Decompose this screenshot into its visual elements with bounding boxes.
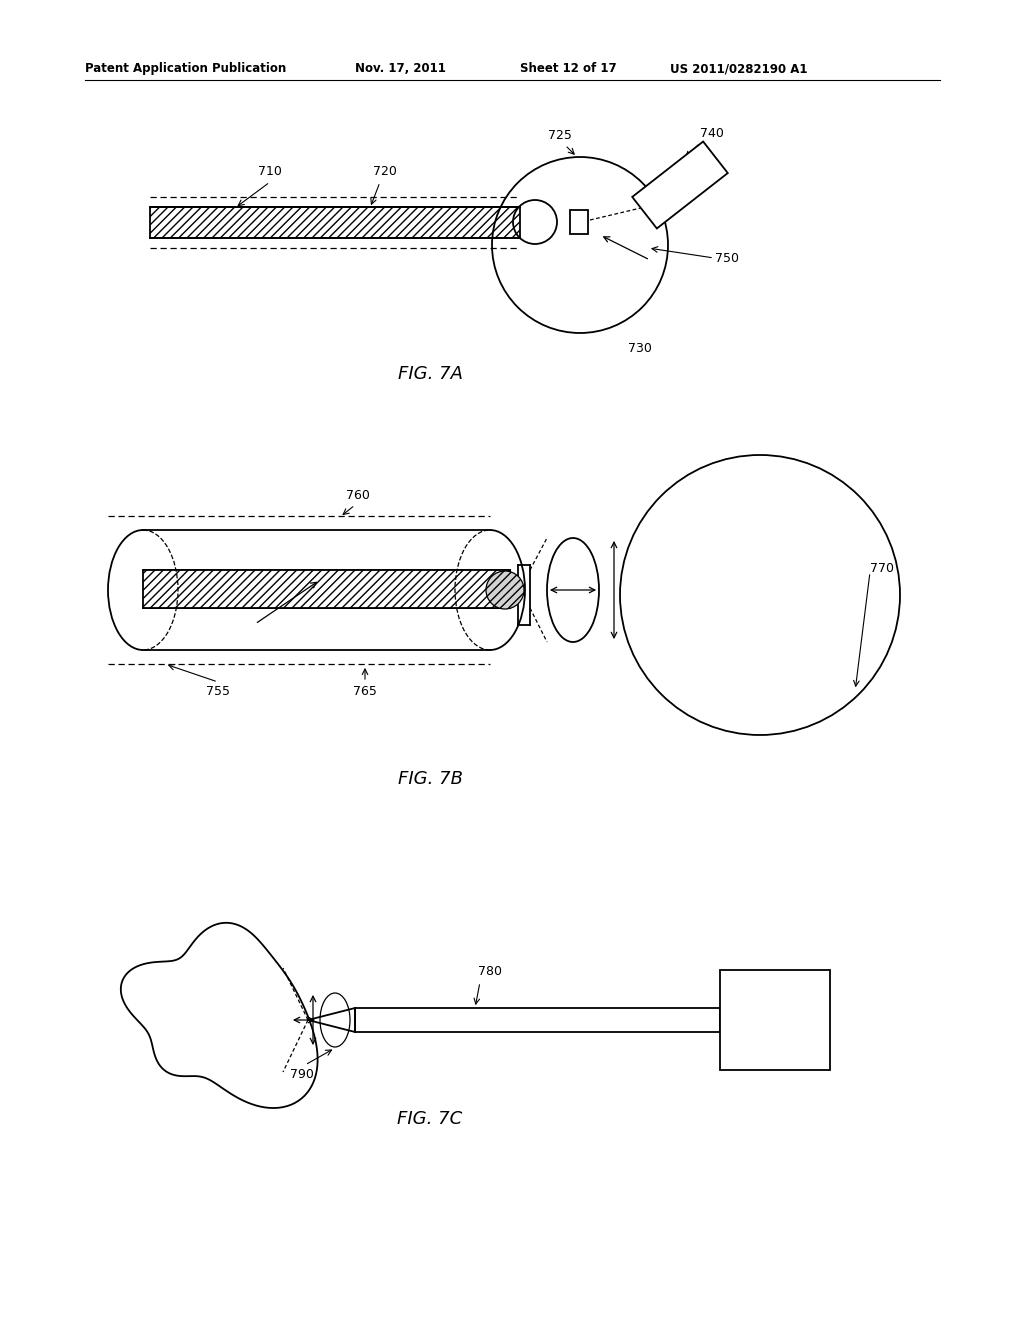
Text: 710: 710 bbox=[258, 165, 282, 178]
Text: 770: 770 bbox=[870, 561, 894, 574]
Text: FIG. 7C: FIG. 7C bbox=[397, 1110, 463, 1129]
Bar bbox=[355, 1008, 720, 1032]
Text: Patent Application Publication: Patent Application Publication bbox=[85, 62, 287, 75]
Text: 730: 730 bbox=[628, 342, 652, 355]
Text: 755: 755 bbox=[206, 685, 230, 698]
Text: 765: 765 bbox=[353, 685, 377, 698]
Text: 720: 720 bbox=[373, 165, 397, 178]
Bar bbox=[143, 570, 510, 609]
Text: 740: 740 bbox=[700, 127, 724, 140]
Text: Nov. 17, 2011: Nov. 17, 2011 bbox=[355, 62, 445, 75]
Text: 780: 780 bbox=[478, 965, 502, 978]
Text: US 2011/0282190 A1: US 2011/0282190 A1 bbox=[670, 62, 808, 75]
Text: FIG. 7A: FIG. 7A bbox=[397, 366, 463, 383]
Text: 760: 760 bbox=[346, 488, 370, 502]
Text: 750: 750 bbox=[715, 252, 739, 264]
Text: Sheet 12 of 17: Sheet 12 of 17 bbox=[520, 62, 616, 75]
Text: 790: 790 bbox=[290, 1068, 314, 1081]
Bar bbox=[570, 210, 588, 234]
Text: 725: 725 bbox=[548, 129, 572, 143]
Text: FIG. 7B: FIG. 7B bbox=[397, 770, 463, 788]
Bar bbox=[632, 141, 728, 228]
Ellipse shape bbox=[486, 572, 524, 609]
Bar bbox=[720, 970, 830, 1071]
Bar bbox=[150, 207, 520, 238]
